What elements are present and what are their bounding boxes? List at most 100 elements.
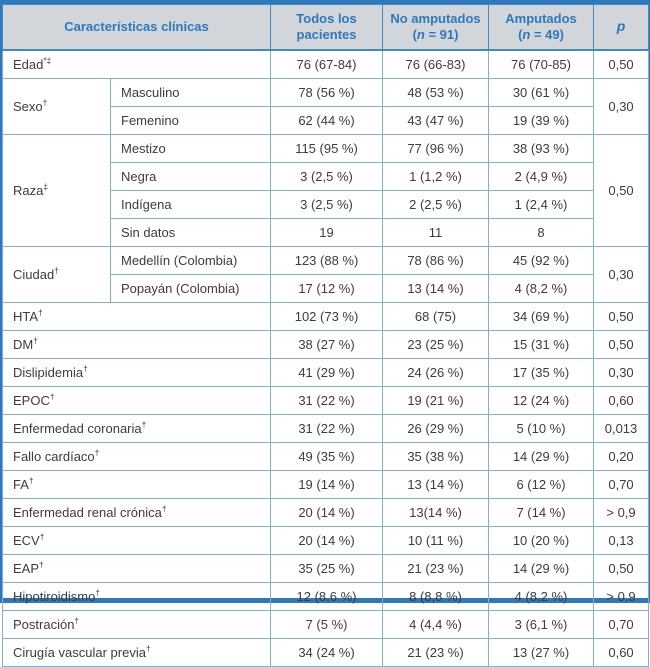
subrow-label: Mestizo (109, 134, 272, 163)
subrow-label: Indígena (109, 190, 272, 219)
value-cell: 8 (8,8 %) (382, 582, 490, 611)
row-label: Edad*‡ (1, 49, 272, 79)
value-cell: 3 (2,5 %) (270, 162, 384, 191)
group-label: Sexo† (2, 78, 111, 135)
footnote-marker: † (94, 447, 100, 458)
row-label: Fallo cardíaco† (1, 442, 272, 471)
footnote-marker: † (54, 265, 59, 276)
p-value-cell: 0,50 (593, 330, 650, 359)
footnote-marker: † (145, 643, 151, 654)
row-label-text: FA (13, 477, 29, 492)
group-label: Ciudad† (2, 246, 111, 303)
table-row: Ciudad† Medellín (Colombia) 123 (88 %) 78 (… (2, 246, 650, 303)
group-label: Raza‡ (2, 134, 111, 247)
value-cell: 13(14 %) (382, 498, 490, 527)
footnote-marker: † (161, 503, 167, 514)
table-row: Fallo cardíaco† 49 (35 %) 35 (38 %) 14 (29 … (1, 442, 650, 471)
value-cell: 14 (29 %) (488, 554, 595, 583)
header-amputees-n: (n = 49) (518, 27, 564, 42)
table-row: Raza‡ Mestizo 115 (95 %) 77 (96 %) 38 (93 %)… (2, 134, 650, 247)
value-cell: 26 (29 %) (382, 414, 490, 443)
row-label-text: Sexo (13, 99, 43, 114)
row-label-text: EAP (13, 561, 40, 576)
footnote-marker: † (49, 391, 55, 402)
table-row: EAP† 35 (25 %) 21 (23 %) 14 (29 %) 0,50 (1, 554, 650, 583)
table-row: Dislipidemia† 41 (29 %) 24 (26 %) 17 (35 %)… (1, 358, 650, 387)
p-value-cell: 0,30 (593, 78, 650, 135)
value-cell: 4 (4,4 %) (382, 610, 490, 639)
value-cell: 12 (24 %) (488, 386, 595, 415)
footnote-marker: † (33, 335, 38, 346)
value-cell: 19 (14 %) (270, 470, 384, 499)
footnote-marker: † (74, 615, 80, 626)
row-label: Hipotiroidismo† (1, 582, 272, 611)
p-value-cell: 0,60 (593, 386, 650, 415)
row-label: Dislipidemia† (1, 358, 272, 387)
row-label: ECV† (1, 526, 272, 555)
value-cell: 5 (10 %) (488, 414, 595, 443)
header-amputees-title: Amputados (505, 10, 577, 26)
value-cell: 102 (73 %) (270, 302, 384, 331)
value-cell: 12 (8,6 %) (270, 582, 384, 611)
header-no-amputees-title: No amputados (390, 10, 481, 26)
header-p-value: p (593, 4, 650, 51)
value-cell: 48 (53 %) (382, 78, 490, 107)
value-cell: 3 (2,5 %) (270, 190, 384, 219)
value-cell: 4 (8,2 %) (488, 582, 595, 611)
value-cell: 78 (86 %) (382, 246, 490, 275)
n-symbol: n (416, 27, 425, 42)
table-row: HTA† 102 (73 %) 68 (75) 34 (69 %) 0,50 (1, 302, 650, 331)
n-count: = 49) (530, 27, 564, 42)
value-cell: 35 (25 %) (270, 554, 384, 583)
row-label: Enfermedad coronaria† (1, 414, 272, 443)
subrow-label: Sin datos (109, 218, 272, 247)
footnote-marker: ‡ (43, 181, 49, 192)
value-cell: 20 (14 %) (270, 498, 384, 527)
table-row: Hipotiroidismo† 12 (8,6 %) 8 (8,8 %) 4 (8,2… (1, 582, 650, 611)
value-cell: 24 (26 %) (382, 358, 490, 387)
value-cell: 31 (22 %) (270, 386, 384, 415)
footnote-marker: † (39, 559, 44, 570)
value-cell: 76 (67-84) (270, 49, 384, 79)
value-cell: 1 (2,4 %) (488, 190, 595, 219)
row-label-text: Hipotiroidismo (13, 589, 96, 604)
footnote-marker: † (95, 587, 101, 598)
value-cell: 2 (2,5 %) (382, 190, 490, 219)
footnote-marker: † (83, 363, 88, 374)
p-value-cell: 0,013 (593, 414, 650, 443)
footnote-marker: † (28, 475, 34, 486)
p-value-cell: 0,50 (593, 554, 650, 583)
row-label: HTA† (1, 302, 272, 331)
value-cell: 31 (22 %) (270, 414, 384, 443)
value-cell: 10 (11 %) (382, 526, 490, 555)
value-cell: 49 (35 %) (270, 442, 384, 471)
value-cell: 43 (47 %) (382, 106, 490, 135)
value-cell: 21 (23 %) (382, 554, 490, 583)
header-amputees: Amputados (n = 49) (488, 4, 595, 51)
header-characteristics: Características clínicas (1, 4, 272, 51)
row-label-text: Edad (13, 57, 44, 72)
value-cell: 19 (39 %) (488, 106, 595, 135)
table-header: Características clínicas Todos los pacie… (1, 4, 650, 51)
header-no-amputees-n: (n = 91) (413, 27, 459, 42)
subrow-label: Femenino (109, 106, 272, 135)
value-cell: 41 (29 %) (270, 358, 384, 387)
subrow-label: Masculino (109, 78, 272, 107)
value-cell: 38 (93 %) (488, 134, 595, 163)
value-cell: 34 (69 %) (488, 302, 595, 331)
n-count: = 91) (424, 27, 459, 42)
row-label-text: Dislipidemia (13, 365, 84, 380)
p-value-cell: 0,20 (593, 442, 650, 471)
row-label: Cirugía vascular previa† (1, 638, 272, 667)
footnote-marker: † (38, 307, 43, 318)
value-cell: 13 (14 %) (382, 274, 490, 303)
row-label-text: Enfermedad coronaria (13, 421, 142, 436)
table-row: EPOC† 31 (22 %) 19 (21 %) 12 (24 %) 0,60 (1, 386, 650, 415)
row-label-text: DM (13, 337, 34, 352)
table-body: Edad*‡ 76 (67-84) 76 (66-83) 76 (70-85) 0,50… (1, 49, 650, 667)
table-row: DM† 38 (27 %) 23 (25 %) 15 (31 %) 0,50 (1, 330, 650, 359)
table-row: Indígena 3 (2,5 %) 2 (2,5 %) 1 (2,4 %) (3, 190, 649, 219)
value-cell: 30 (61 %) (488, 78, 595, 107)
p-value-cell: 0,50 (593, 302, 650, 331)
paren: ( (412, 27, 417, 42)
